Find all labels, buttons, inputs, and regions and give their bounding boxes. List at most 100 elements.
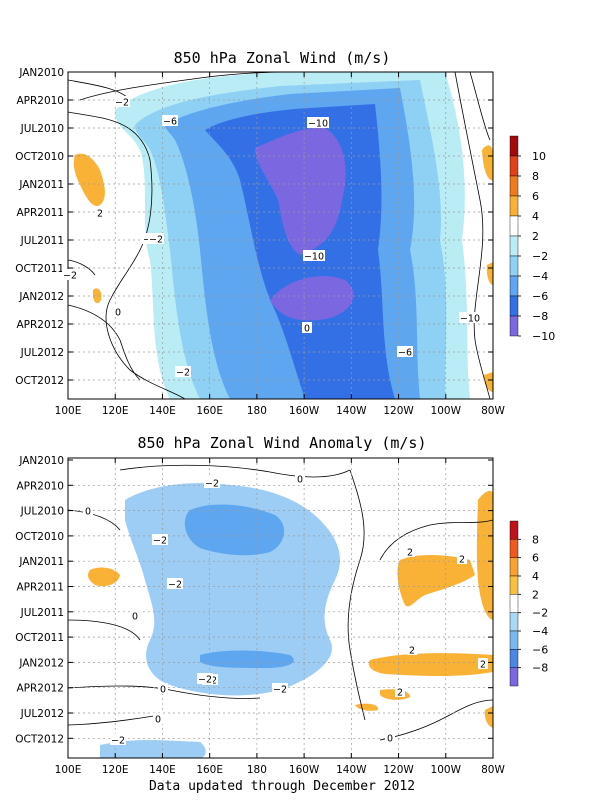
chart2-colorbar-swatch [509, 575, 519, 595]
chart2-contour-label: 0 [387, 734, 393, 745]
chart2-contour-fill-pos-a [87, 567, 120, 587]
chart1-contour-fill-neg10-b [270, 276, 354, 321]
chart1-colorbar-swatch [509, 155, 519, 177]
chart2-contour-fill-pos-f [355, 703, 379, 711]
chart2-colorbar-swatch [509, 539, 519, 558]
chart2-contour-label-bg [295, 473, 305, 484]
chart2-contour-label-bg [158, 683, 168, 694]
footer-note: Data updated through December 2012 [149, 779, 415, 794]
chart1-colorbar-label: −4 [532, 270, 548, 283]
chart2-contour-label: 2 [409, 646, 415, 657]
chart1-contour-label-bg [162, 115, 178, 126]
chart2-contour-label-bg [152, 534, 168, 545]
chart2-contour-label: −2 [111, 736, 125, 747]
chart2-ytick-label: JAN2011 [18, 556, 64, 568]
chart1-contour-fill-neg10-a [255, 127, 346, 255]
chart2-colorbar-swatch [509, 612, 519, 632]
chart1-contour-label-bg [397, 346, 413, 357]
chart2-xtick-label: 140E [149, 764, 176, 776]
chart2-contour-label-bg [110, 734, 126, 745]
chart1-contour-fill-pos-e [484, 372, 493, 392]
chart2-xtick-label: 160W [289, 764, 320, 776]
chart1-contour-label-bg [148, 233, 164, 244]
chart1-ytick-label: APR2010 [16, 95, 64, 107]
chart1-colorbar-swatch [509, 175, 519, 197]
chart1-ytick-label: OCT2010 [15, 151, 64, 163]
chart2-xtick-label: 140W [336, 764, 367, 776]
chart1-ytick-label: OCT2012 [15, 375, 64, 387]
chart1-colorbar-swatch [509, 275, 519, 297]
chart1-title: 850 hPa Zonal Wind (m/s) [174, 49, 391, 67]
chart2-xtick-label: 160E [196, 764, 223, 776]
chart1-colorbar-swatch [509, 315, 519, 337]
chart1-ytick-label: JUL2010 [20, 123, 64, 135]
chart1-contour-label: −6 [398, 348, 412, 359]
chart1-ytick-label: APR2012 [16, 319, 64, 331]
chart2-contour-label-bg [385, 732, 395, 743]
chart2-contour-label: −2 [273, 685, 287, 696]
chart1-xtick-label: 160E [196, 405, 223, 417]
chart1-contour-label: −10 [304, 252, 324, 263]
chart1-ytick-label: JAN2010 [18, 67, 64, 79]
chart2-contour-label-bg [83, 505, 93, 516]
chart2-colorbar-swatch [509, 667, 519, 687]
chart2-ytick-label: OCT2012 [15, 733, 64, 745]
chart2-contour-label: 2 [407, 548, 413, 559]
chart1-contour-label-bg [114, 96, 130, 107]
chart1-frame [67, 71, 494, 400]
chart2-contour-label: 0 [155, 715, 161, 726]
chart2-ytick-label: JUL2010 [20, 506, 64, 518]
chart1-contour-label-bg [175, 366, 191, 377]
chart1-contour-label: −2 [63, 271, 77, 282]
chart1-contour-fill-pos-a [73, 153, 105, 206]
chart1-ytick-label: JUL2012 [20, 347, 64, 359]
chart2-contour-fill-pos-b [397, 555, 475, 607]
chart2-colorbar-label: 8 [532, 533, 539, 546]
chart2-contour-label-bg [272, 683, 288, 694]
chart1-colorbar-label: 8 [532, 170, 539, 183]
chart1-contour-label-bg [303, 250, 325, 261]
chart2-contour-label: 2 [480, 660, 486, 671]
chart1-colorbar-label: −2 [532, 250, 548, 263]
chart2-xtick-label: 100W [431, 764, 462, 776]
chart1-contour-label-bg [302, 322, 312, 333]
chart2-ytick-label: APR2010 [16, 480, 64, 492]
chart2-xtick-label: 120W [383, 764, 414, 776]
chart1-ytick-label: JAN2012 [18, 291, 64, 303]
chart2-contour-fill-neg4-b [200, 650, 294, 668]
chart1-ytick-label: JUL2011 [20, 235, 64, 247]
chart1-colorbar-swatch [509, 255, 519, 277]
chart2-contour-label: −2 [168, 580, 182, 591]
chart1-colorbar-label: 10 [532, 150, 546, 163]
chart2-colorbar-label: −4 [532, 625, 548, 638]
chart1-colorbar-label: 6 [532, 190, 539, 203]
chart2-colorbar-label: 6 [532, 552, 539, 565]
chart1-contour-label: −2 [115, 98, 129, 109]
chart1-contour-label: −10 [308, 119, 328, 130]
chart2-plot [68, 458, 493, 758]
chart1-contour-label-bg [307, 117, 329, 128]
chart2-contour-label: 0 [160, 685, 166, 696]
chart2-ytick-label: JUL2011 [20, 607, 64, 619]
chart2-contour-label: −2 [198, 675, 212, 686]
chart2-colorbar-label: 2 [532, 588, 539, 601]
chart2-contour-label-bg [130, 610, 140, 621]
chart2-contour-label-bg [167, 578, 183, 589]
chart1-colorbar-label: −10 [532, 330, 555, 343]
chart2-contour-label: 0 [132, 612, 138, 623]
chart1-contour-label: 0 [304, 324, 310, 335]
chart2-contour-fill-neg4-a [184, 504, 285, 556]
chart1-contour-label: −2 [176, 368, 190, 379]
chart2-colorbar-swatch [509, 630, 519, 650]
chart2-contour-label-bg [204, 477, 220, 488]
chart2-contour-fill-neg2-b [100, 740, 206, 758]
chart1-contour-label: −2 [149, 235, 163, 246]
chart2-contour-fill-pos-g [484, 706, 493, 728]
chart2-colorbar: 8 6 4 2 −2 −4 −6 −8 [509, 520, 548, 687]
chart1-colorbar-swatch [509, 215, 519, 237]
chart1-xtick-label: 140E [149, 405, 176, 417]
chart2-ytick-label: JUL2012 [20, 708, 64, 720]
chart2-ytick-label: APR2012 [16, 683, 64, 695]
chart1-axes: 100E 120E 140E 160E 180 160W 140W 120W 100W 80W JA… [15, 67, 505, 417]
